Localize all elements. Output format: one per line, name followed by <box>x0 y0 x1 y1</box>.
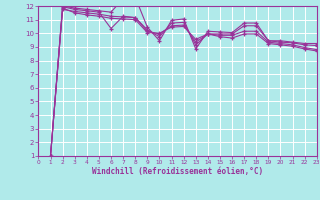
X-axis label: Windchill (Refroidissement éolien,°C): Windchill (Refroidissement éolien,°C) <box>92 167 263 176</box>
